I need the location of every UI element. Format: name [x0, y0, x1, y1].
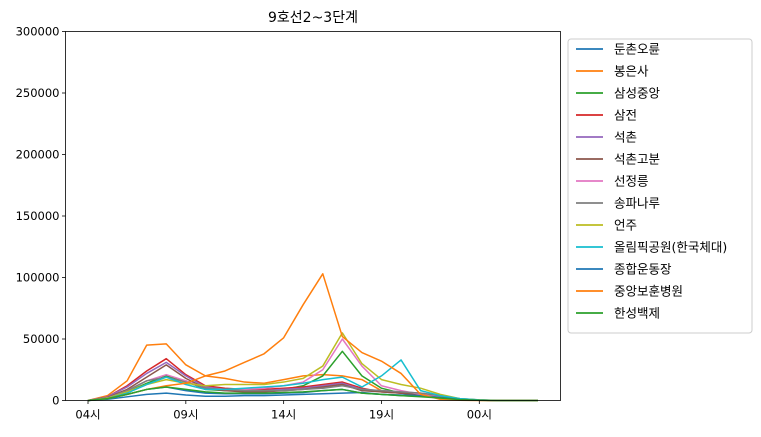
series-line-12: [87, 386, 538, 402]
x-tick-label: 00시: [467, 408, 492, 422]
plot-lines: [87, 273, 538, 402]
y-tick-label: 300000: [16, 25, 60, 39]
legend-label-6: 선정릉: [614, 174, 649, 189]
y-axis: 0 50000 100000 150000 200000 250000 300000: [16, 25, 66, 408]
y-tick-label: 50000: [23, 332, 60, 346]
legend-label-7: 송파나루: [614, 196, 660, 211]
series-line-8: [87, 332, 538, 402]
x-axis: 04시 09시 14시 19시 00시: [75, 400, 492, 422]
legend-label-3: 삼전: [614, 108, 637, 123]
y-tick-label: 100000: [16, 271, 60, 285]
legend-label-9: 올림픽공원(한국체대): [614, 240, 727, 255]
plot-area-frame: [65, 31, 561, 401]
y-tick-label: 200000: [16, 148, 60, 162]
legend-frame: [567, 38, 753, 334]
legend-label-12: 한성백제: [614, 306, 660, 321]
legend-label-5: 석촌고분: [614, 152, 660, 167]
y-tick-label: 150000: [16, 209, 60, 223]
legend-label-4: 석촌: [614, 130, 637, 145]
legend-label-10: 종합운동장: [614, 262, 672, 277]
legend-label-8: 언주: [614, 218, 637, 233]
x-tick-label: 14시: [271, 408, 296, 422]
legend-label-11: 중앙보훈병원: [614, 284, 683, 299]
legend-label-0: 둔촌오륜: [614, 42, 660, 57]
series-line-9: [87, 359, 538, 402]
x-tick-label: 04시: [75, 408, 100, 422]
x-tick-label: 19시: [369, 408, 394, 422]
x-tick-label: 09시: [173, 408, 198, 422]
chart-title: 9호선2~3단계: [268, 10, 358, 26]
legend-label-1: 봉은사: [614, 64, 649, 79]
y-tick-label: 250000: [16, 86, 60, 100]
y-tick-label: 0: [52, 394, 59, 408]
legend-label-2: 삼성중앙: [614, 86, 661, 101]
